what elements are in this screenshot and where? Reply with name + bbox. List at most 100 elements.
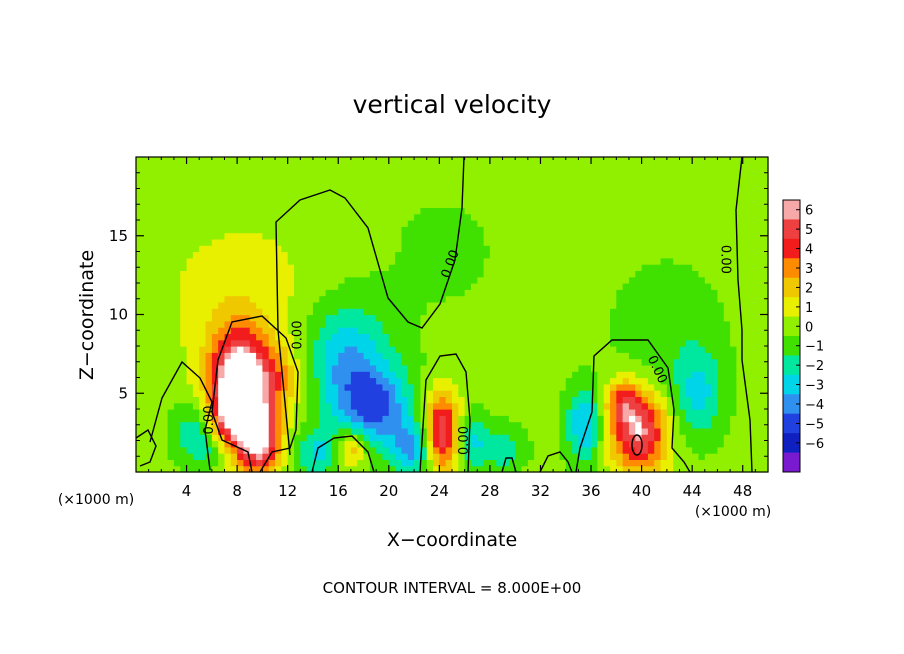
heatmap-cell xyxy=(230,194,238,202)
heatmap-cell xyxy=(761,427,769,435)
heatmap-cell xyxy=(199,446,207,454)
heatmap-cell xyxy=(420,188,428,196)
heatmap-cell xyxy=(692,339,700,347)
heatmap-cell xyxy=(698,427,706,435)
heatmap-cell xyxy=(312,226,320,234)
heatmap-cell xyxy=(641,402,649,410)
heatmap-cell xyxy=(382,459,390,467)
heatmap-cell xyxy=(527,390,535,397)
heatmap-cell xyxy=(224,213,232,221)
heatmap-cell xyxy=(262,283,270,290)
heatmap-cell xyxy=(616,289,624,297)
heatmap-cell xyxy=(401,421,409,429)
heatmap-cell xyxy=(224,434,232,442)
heatmap-cell xyxy=(439,346,447,353)
heatmap-cell xyxy=(319,440,327,448)
heatmap-cell xyxy=(508,320,516,328)
heatmap-cell xyxy=(211,295,219,303)
heatmap-cell xyxy=(673,383,681,391)
heatmap-cell xyxy=(572,364,579,372)
heatmap-cell xyxy=(192,390,200,397)
heatmap-cell xyxy=(635,201,643,208)
heatmap-cell xyxy=(666,201,674,208)
heatmap-cell xyxy=(350,308,358,316)
heatmap-cell xyxy=(388,421,396,429)
heatmap-cell xyxy=(445,383,453,391)
heatmap-cell xyxy=(755,434,763,442)
heatmap-cell xyxy=(230,314,238,322)
heatmap-cell xyxy=(262,409,270,416)
heatmap-cell xyxy=(464,377,472,385)
heatmap-cell xyxy=(382,377,390,385)
heatmap-cell xyxy=(730,358,737,366)
heatmap-cell xyxy=(527,446,535,454)
heatmap-cell xyxy=(711,257,719,265)
heatmap-cell xyxy=(464,289,472,297)
heatmap-cell xyxy=(622,333,630,341)
heatmap-cell xyxy=(540,453,548,460)
heatmap-cell xyxy=(578,327,586,334)
heatmap-cell xyxy=(616,169,624,177)
heatmap-cell xyxy=(622,188,630,196)
heatmap-cell xyxy=(154,238,162,246)
heatmap-cell xyxy=(647,270,655,278)
heatmap-cell xyxy=(230,446,238,454)
heatmap-cell xyxy=(635,308,643,316)
heatmap-cell xyxy=(154,188,162,196)
heatmap-cell xyxy=(173,415,181,423)
heatmap-cell xyxy=(534,289,542,297)
heatmap-cell xyxy=(325,163,333,171)
heatmap-cell xyxy=(717,339,725,347)
heatmap-cell xyxy=(534,415,542,423)
heatmap-cell xyxy=(357,194,365,202)
heatmap-cell xyxy=(603,346,611,353)
heatmap-cell xyxy=(685,157,693,164)
heatmap-cell xyxy=(426,295,434,303)
heatmap-cell xyxy=(180,402,188,410)
heatmap-cell xyxy=(534,314,542,322)
heatmap-cell xyxy=(515,409,523,416)
heatmap-cell xyxy=(136,283,143,290)
heatmap-cell xyxy=(610,301,617,309)
heatmap-cell xyxy=(439,358,447,366)
heatmap-cell xyxy=(287,364,295,372)
heatmap-cell xyxy=(376,427,384,435)
heatmap-cell xyxy=(148,270,156,278)
heatmap-cell xyxy=(692,283,700,290)
heatmap-cell xyxy=(527,333,535,341)
heatmap-cell xyxy=(192,213,200,221)
heatmap-cell xyxy=(199,415,207,423)
heatmap-cell xyxy=(237,421,245,429)
heatmap-cell xyxy=(186,238,194,246)
heatmap-cell xyxy=(382,251,390,259)
heatmap-cell xyxy=(572,169,579,177)
heatmap-cell xyxy=(470,194,478,202)
heatmap-cell xyxy=(711,434,719,442)
heatmap-cell xyxy=(508,421,516,429)
heatmap-cell xyxy=(325,320,333,328)
heatmap-cell xyxy=(660,339,668,347)
heatmap-cell xyxy=(647,358,655,366)
heatmap-cell xyxy=(673,371,681,379)
heatmap-cell xyxy=(281,194,289,202)
heatmap-cell xyxy=(369,201,377,208)
heatmap-cell xyxy=(142,339,150,347)
heatmap-cell xyxy=(167,421,175,429)
heatmap-cell xyxy=(534,201,542,208)
heatmap-cell xyxy=(268,257,276,265)
heatmap-cell xyxy=(325,245,333,253)
heatmap-cell xyxy=(698,459,706,467)
heatmap-cell xyxy=(666,446,674,454)
heatmap-cell xyxy=(275,289,282,297)
heatmap-cell xyxy=(452,415,459,423)
heatmap-cell xyxy=(527,308,535,316)
heatmap-cell xyxy=(331,358,339,366)
heatmap-cell xyxy=(224,207,232,215)
heatmap-cell xyxy=(388,201,396,208)
heatmap-cell xyxy=(275,220,282,227)
heatmap-cell xyxy=(192,194,200,202)
heatmap-cell xyxy=(717,276,725,284)
heatmap-cell xyxy=(199,333,207,341)
heatmap-cell xyxy=(199,220,207,227)
heatmap-cell xyxy=(433,396,440,404)
